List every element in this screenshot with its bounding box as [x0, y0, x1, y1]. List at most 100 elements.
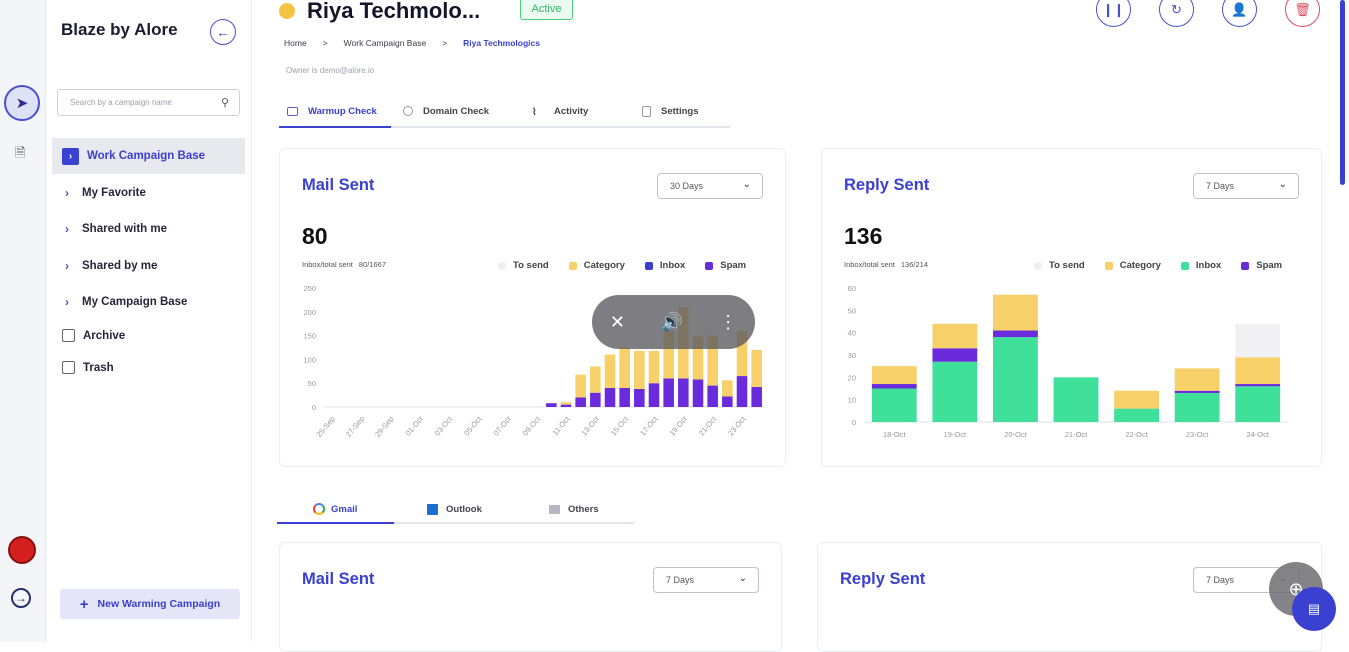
y-tick-label: 60	[848, 284, 856, 293]
legend-swatch	[1104, 261, 1113, 270]
sidebar-item-label: Work Campaign Base	[87, 150, 206, 162]
y-tick-label: 100	[303, 355, 316, 364]
chart-legend: To send Category Inbox Spam	[1014, 260, 1282, 271]
tab-gmail[interactable]: Gmail	[313, 496, 357, 522]
outlook-icon	[427, 503, 438, 515]
sidebar-item-label: Shared by me	[82, 260, 158, 272]
sidebar-item-trash[interactable]: Trash	[62, 361, 114, 374]
sidebar-item-my-campaign-base[interactable]: › My Campaign Base	[52, 284, 245, 320]
x-tick-label: 19-Oct	[667, 414, 689, 438]
tab-warmup-check[interactable]: Warmup Check	[287, 96, 377, 126]
blaze-app-icon[interactable]: ➤	[4, 85, 40, 121]
legend-inbox: Inbox	[1180, 260, 1222, 271]
ratio-text: Inbox/total sent 80/1667	[302, 260, 386, 269]
scrollbar[interactable]	[1340, 0, 1345, 185]
reply-sent-range-select[interactable]: 7 Days ⌄	[1193, 173, 1299, 199]
bar-inbox	[871, 388, 917, 422]
volume-icon[interactable]: 🔊	[660, 311, 684, 332]
breadcrumb-separator: >	[322, 38, 328, 48]
tab-settings[interactable]: Settings	[642, 96, 698, 126]
bar-category	[619, 347, 630, 388]
campaign-search-input[interactable]: Search by a campaign name ⚲	[57, 89, 240, 116]
delete-button[interactable]: 🗑	[1285, 0, 1320, 27]
tab-activity[interactable]: ⌇ Activity	[532, 96, 588, 126]
tab-label: Others	[568, 503, 599, 515]
x-tick-label: 20-Oct	[1004, 430, 1027, 439]
chat-button[interactable]: ▤	[1292, 587, 1336, 631]
x-tick-label: 03-Oct	[433, 414, 455, 438]
breadcrumb-current: Riya Techmologics	[463, 38, 540, 48]
bar-category	[1235, 357, 1281, 385]
tab-domain-check[interactable]: Domain Check	[403, 96, 489, 126]
range-value: 30 Days	[670, 181, 704, 191]
bar-category	[751, 349, 762, 388]
y-tick-label: 10	[848, 396, 856, 405]
bar-inbox	[707, 385, 718, 407]
tab-outlook[interactable]: Outlook	[427, 496, 482, 522]
bar-category	[707, 335, 718, 386]
breadcrumb-home[interactable]: Home	[284, 38, 307, 48]
pause-button[interactable]: ❙❙	[1096, 0, 1131, 27]
legend-spam: Spam	[705, 260, 746, 271]
breadcrumb-work-campaign-base[interactable]: Work Campaign Base	[343, 38, 427, 48]
tab-label: Gmail	[331, 503, 358, 515]
x-tick-label: 17-Oct	[638, 414, 660, 438]
bar-inbox	[993, 337, 1038, 422]
y-tick-label: 20	[848, 373, 856, 382]
mail-sent-range-select[interactable]: 30 Days ⌄	[657, 173, 763, 199]
chevron-right-icon: ›	[65, 295, 69, 309]
x-tick-label: 29-Sep	[373, 415, 395, 439]
bar-inbox	[575, 397, 586, 407]
sidebar-item-shared-with-me[interactable]: › Shared with me	[52, 211, 245, 247]
x-tick-label: 22-Oct	[1125, 430, 1148, 439]
ratio-value: 136/214	[900, 260, 928, 269]
google-icon	[313, 503, 325, 515]
bar-inbox	[678, 378, 689, 407]
legend-inbox: Inbox	[644, 260, 685, 271]
legend-spam: Spam	[1241, 260, 1282, 271]
pin-off-icon[interactable]: ✕	[609, 311, 625, 332]
add-user-button[interactable]: 👤	[1222, 0, 1257, 27]
provider-tabs: Gmail Outlook Others	[277, 496, 634, 524]
legend-label: Inbox	[1195, 260, 1222, 271]
document-icon[interactable]: 🗎	[15, 145, 26, 160]
reply-sent-card: Reply Sent 7 Days ⌄ 136 Inbox/total sent…	[821, 148, 1322, 467]
sidebar-item-shared-by-me[interactable]: › Shared by me	[52, 248, 245, 284]
card-title: Mail Sent	[302, 570, 375, 588]
bar-inbox	[663, 378, 674, 407]
bar-spam	[871, 384, 917, 389]
refresh-button[interactable]: ↻	[1159, 0, 1194, 27]
tab-others[interactable]: Others	[549, 496, 599, 522]
legend-label: Category	[583, 260, 625, 271]
plus-icon: +	[79, 595, 89, 613]
bar-category	[932, 323, 978, 349]
y-tick-label: 40	[848, 329, 856, 338]
sidebar-item-archive[interactable]: Archive	[62, 329, 125, 342]
bar-inbox	[1235, 386, 1281, 422]
sidebar-item-work-campaign-base[interactable]: › Work Campaign Base	[52, 138, 245, 174]
legend-swatch	[705, 261, 714, 270]
x-tick-label: 25-Sep	[314, 415, 336, 439]
avatar[interactable]	[8, 536, 36, 564]
active-tab-indicator	[277, 522, 394, 524]
legend-to-send: To send	[1034, 260, 1085, 271]
bar-inbox	[1053, 377, 1099, 422]
logout-icon[interactable]: →	[11, 588, 31, 608]
legend-label: To send	[1049, 260, 1085, 271]
y-tick-label: 0	[852, 418, 856, 427]
bar-spam	[1235, 384, 1281, 387]
mail-sent-gmail-range-select[interactable]: 7 Days ⌄	[653, 567, 759, 593]
new-warming-campaign-button[interactable]: + New Warming Campaign	[60, 589, 240, 619]
bar-category	[560, 402, 572, 405]
total-count: 136	[844, 223, 883, 249]
sidebar-item-my-favorite[interactable]: › My Favorite	[52, 175, 245, 211]
more-vertical-icon[interactable]: ⋮	[719, 311, 738, 332]
bar-inbox	[751, 387, 762, 407]
add-user-icon: 👤	[1231, 1, 1248, 17]
bar-inbox	[692, 379, 704, 407]
ratio-label: Inbox/total sent	[302, 260, 353, 269]
ratio-label: Inbox/total sent	[844, 260, 895, 269]
collapse-sidebar-button[interactable]: ←	[210, 19, 236, 45]
legend-label: To send	[513, 260, 549, 271]
sidebar-item-label: Archive	[83, 329, 126, 342]
